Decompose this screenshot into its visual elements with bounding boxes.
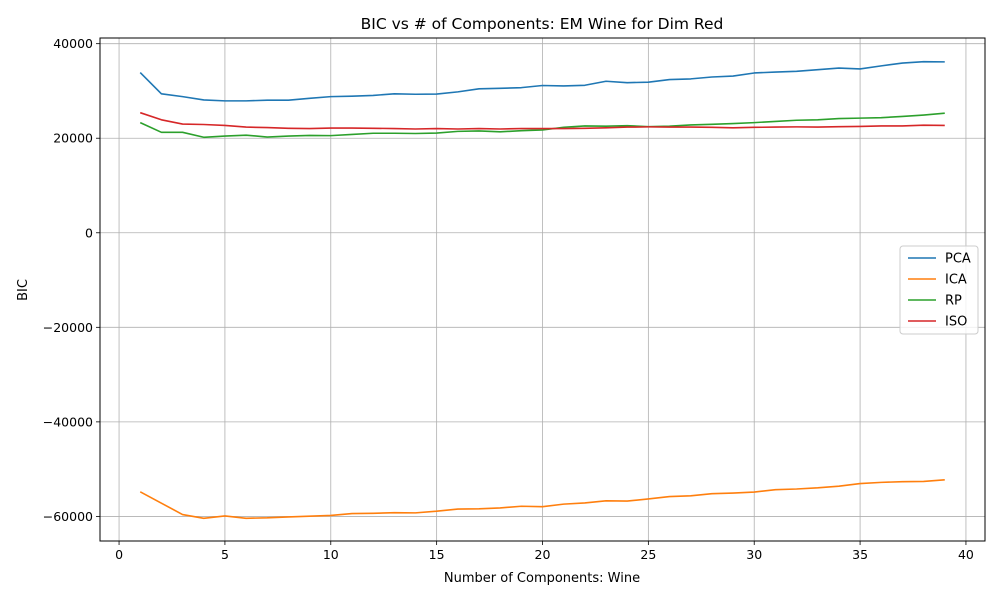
x-tick-label: 25	[640, 547, 656, 562]
x-tick-label: 40	[958, 547, 974, 562]
series-line-pca	[139, 60, 945, 102]
grid-lines	[100, 38, 985, 541]
y-tick-label: −60000	[43, 509, 93, 524]
chart-title: BIC vs # of Components: EM Wine for Dim …	[361, 15, 724, 33]
legend: PCA ICA RP ISO	[899, 245, 979, 335]
legend-label-ica: ICA	[945, 273, 967, 288]
y-tick-label: −40000	[43, 414, 93, 429]
x-axis-ticks: 0 5 10 15 20 25 30 35 40	[115, 541, 974, 562]
x-tick-label: 20	[535, 547, 551, 562]
y-tick-label: 0	[85, 225, 93, 240]
x-tick-label: 10	[323, 547, 339, 562]
x-axis-label: Number of Components: Wine	[444, 571, 640, 586]
y-tick-label: 20000	[53, 131, 93, 146]
x-tick-label: 30	[746, 547, 762, 562]
legend-label-iso: ISO	[945, 315, 967, 330]
y-tick-label: 40000	[53, 36, 93, 51]
y-axis-ticks: −60000 −40000 −20000 0 20000 40000	[43, 36, 100, 524]
x-tick-label: 0	[115, 547, 123, 562]
legend-box	[899, 245, 979, 335]
series-lines	[139, 60, 945, 520]
y-axis-label: BIC	[16, 279, 31, 301]
x-tick-label: 35	[852, 547, 868, 562]
x-tick-label: 15	[429, 547, 445, 562]
series-line-ica	[139, 478, 945, 520]
x-tick-label: 5	[221, 547, 229, 562]
y-tick-label: −20000	[43, 320, 93, 335]
legend-label-pca: PCA	[945, 252, 971, 267]
series-line-rp	[139, 112, 945, 139]
legend-label-rp: RP	[945, 294, 962, 309]
series-line-iso	[139, 111, 945, 130]
